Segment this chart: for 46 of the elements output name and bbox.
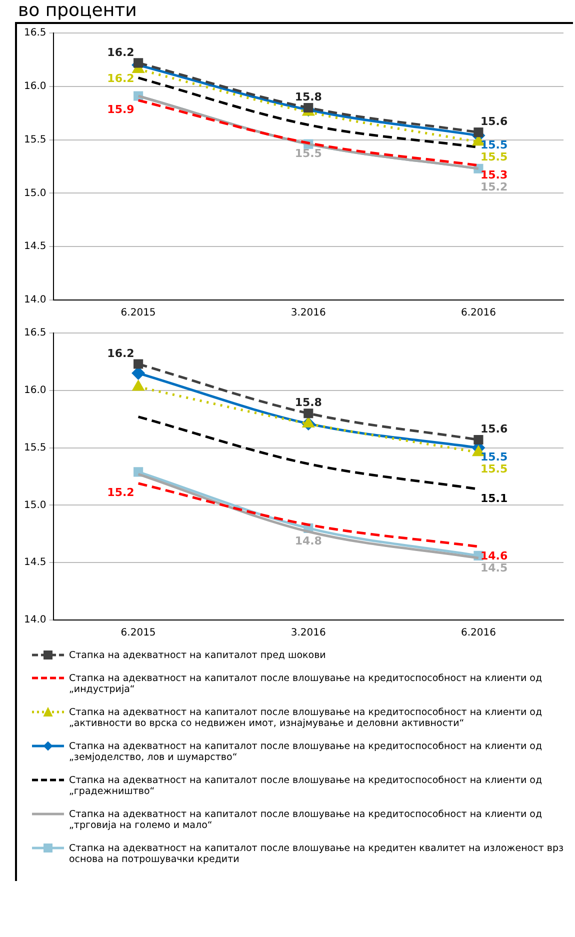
y-tick-label: 14.5 <box>24 557 46 568</box>
data-label: 15.2 <box>480 180 508 194</box>
data-label: 15.5 <box>294 146 322 160</box>
y-tick-label: 14.0 <box>24 614 46 626</box>
y-tick-label: 15.5 <box>24 134 46 146</box>
chart-title: во проценти <box>17 0 138 22</box>
legend-label: Стапка на адекватност на капиталот после влошување на кредитоспособност на клиенти од „активности во врска со недвижен имот, изнајмување и деловни активности“ <box>69 707 544 729</box>
legend-label: Стапка на адекватност на капиталот после влошување на кредитоспособност на клиенти од „индустрија“ <box>69 673 544 695</box>
y-tick-label: 15.0 <box>24 188 46 199</box>
data-label: 15.5 <box>480 150 508 164</box>
data-label: 15.8 <box>294 396 322 410</box>
legend-label: Стапка на адекватност на капиталот после влошување на кредитоспособност на клиенти од „градежништво“ <box>69 775 544 797</box>
data-label: 15.8 <box>294 90 322 104</box>
y-tick-label: 14.5 <box>24 241 46 252</box>
legend-label: Стапка на адекватност на капиталот после влошување на кредитоспособност на клиенти од „трговија на големо и мало“ <box>69 809 544 831</box>
data-label: 14.5 <box>480 561 508 574</box>
legend-label: Стапка на адекватност на капиталот после влошување на кредитен квалитет на изложеност врз основа на потрошувачки кредити <box>69 843 565 865</box>
x-tick-label: 6.2015 <box>120 308 156 319</box>
data-label: 16.2 <box>107 46 134 59</box>
data-label: 16.2 <box>107 72 134 86</box>
y-tick-label: 15.5 <box>24 442 46 454</box>
data-label: 15.1 <box>480 492 508 505</box>
data-label: 15.3 <box>480 168 508 182</box>
data-label: 15.5 <box>480 138 508 152</box>
data-label: 16.2 <box>107 346 134 360</box>
x-tick-label: 6.2015 <box>120 628 156 639</box>
y-tick-label: 16.5 <box>24 28 46 39</box>
x-tick-label: 6.2016 <box>460 308 496 319</box>
y-tick-label: 15.0 <box>24 500 46 511</box>
y-tick-label: 16.0 <box>24 384 46 396</box>
data-label: 15.6 <box>480 115 508 128</box>
data-label: 14.6 <box>480 549 508 562</box>
legend-label: Стапка на адекватност на капиталот после влошување на кредитоспособност на клиенти од „земјоделство, лов и шумарство“ <box>69 741 544 763</box>
x-tick-label: 3.2016 <box>290 628 326 639</box>
data-label: 15.9 <box>107 103 134 116</box>
legend-label: Стапка на адекватност на капиталот пред шокови <box>69 650 326 661</box>
data-label: 14.8 <box>294 534 322 548</box>
x-tick-label: 6.2016 <box>460 628 496 639</box>
y-tick-label: 16.0 <box>24 80 46 92</box>
x-tick-label: 3.2016 <box>290 308 326 319</box>
data-label: 15.5 <box>480 462 508 476</box>
data-label: 15.2 <box>107 486 134 500</box>
data-label: 15.6 <box>480 422 508 436</box>
y-tick-label: 14.0 <box>24 294 46 306</box>
y-tick-label: 16.5 <box>24 328 46 339</box>
data-label: 15.5 <box>480 450 508 464</box>
